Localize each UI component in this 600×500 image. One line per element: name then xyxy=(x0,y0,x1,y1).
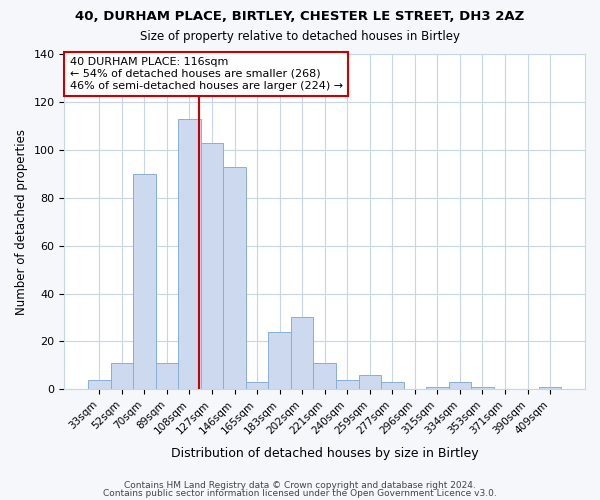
Bar xyxy=(246,382,268,390)
Bar xyxy=(201,142,223,390)
Bar xyxy=(539,387,562,390)
Text: Contains HM Land Registry data © Crown copyright and database right 2024.: Contains HM Land Registry data © Crown c… xyxy=(124,481,476,490)
Bar xyxy=(426,387,449,390)
Bar xyxy=(178,118,201,390)
Bar xyxy=(110,363,133,390)
Bar xyxy=(133,174,155,390)
Text: 40 DURHAM PLACE: 116sqm
← 54% of detached houses are smaller (268)
46% of semi-d: 40 DURHAM PLACE: 116sqm ← 54% of detache… xyxy=(70,58,343,90)
Bar xyxy=(88,380,110,390)
Bar xyxy=(155,363,178,390)
Bar xyxy=(268,332,291,390)
Bar xyxy=(449,382,471,390)
Text: Size of property relative to detached houses in Birtley: Size of property relative to detached ho… xyxy=(140,30,460,43)
Bar xyxy=(471,387,494,390)
Text: 40, DURHAM PLACE, BIRTLEY, CHESTER LE STREET, DH3 2AZ: 40, DURHAM PLACE, BIRTLEY, CHESTER LE ST… xyxy=(76,10,524,23)
Bar xyxy=(291,318,313,390)
Text: Contains public sector information licensed under the Open Government Licence v3: Contains public sector information licen… xyxy=(103,488,497,498)
Bar xyxy=(381,382,404,390)
Bar xyxy=(359,375,381,390)
X-axis label: Distribution of detached houses by size in Birtley: Distribution of detached houses by size … xyxy=(171,447,479,460)
Bar xyxy=(336,380,359,390)
Bar xyxy=(313,363,336,390)
Bar xyxy=(223,166,246,390)
Y-axis label: Number of detached properties: Number of detached properties xyxy=(15,128,28,314)
